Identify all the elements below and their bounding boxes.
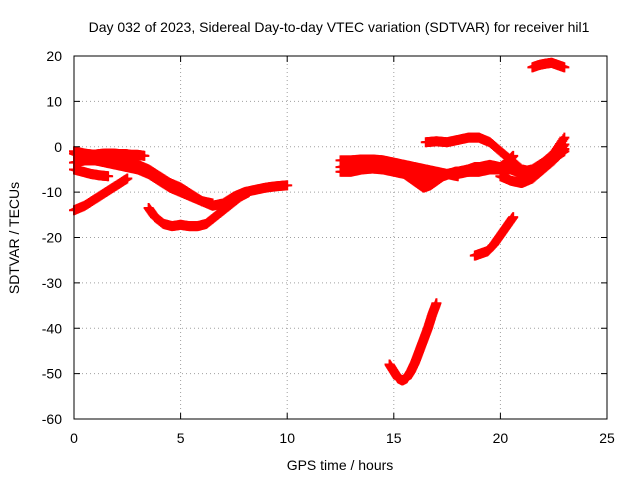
series-trace-14 [384, 298, 442, 386]
data-point [508, 212, 519, 223]
y-tick-label: -50 [42, 366, 62, 382]
x-tick-label: 5 [177, 430, 185, 446]
y-tick-label: -40 [42, 320, 62, 336]
x-tick-labels: 0 5 10 15 20 25 [70, 430, 615, 446]
series-trace-6 [143, 187, 254, 232]
data-point [431, 298, 442, 309]
y-tick-label: -30 [42, 275, 62, 291]
series-trace-16 [527, 57, 570, 73]
y-tick-label: 0 [54, 139, 62, 155]
series-trace-3 [69, 148, 150, 161]
data-point [243, 187, 254, 198]
series-trace-15 [469, 212, 519, 261]
data-point [103, 171, 114, 182]
y-tick-label: -10 [42, 184, 62, 200]
y-tick-label: -60 [42, 411, 62, 427]
y-tick-label: -20 [42, 230, 62, 246]
data-point [122, 173, 133, 184]
x-tick-label: 25 [599, 430, 615, 446]
data-point [139, 150, 150, 161]
y-tick-label: 20 [46, 48, 62, 64]
y-tick-label: 10 [46, 93, 62, 109]
x-axis-title: GPS time / hours [287, 457, 394, 473]
data-points [69, 57, 570, 386]
x-tick-label: 0 [70, 430, 78, 446]
x-tick-label: 20 [493, 430, 509, 446]
data-point [207, 198, 218, 209]
y-tick-labels: -60 -50 -40 -30 -20 -10 0 10 20 [42, 48, 62, 427]
data-point [558, 140, 569, 151]
series-trace-5 [69, 173, 133, 216]
ticks [73, 55, 608, 420]
data-point [559, 139, 570, 150]
series-trace-4 [69, 164, 114, 182]
data-point [282, 180, 293, 191]
grid [74, 56, 607, 419]
x-tick-label: 15 [386, 430, 402, 446]
y-axis-title: SDTVAR / TECUs [6, 182, 22, 294]
x-tick-label: 10 [279, 430, 295, 446]
chart-title: Day 032 of 2023, Sidereal Day-to-day VTE… [89, 19, 590, 35]
data-point [559, 62, 570, 73]
series-trace-13 [495, 139, 570, 189]
